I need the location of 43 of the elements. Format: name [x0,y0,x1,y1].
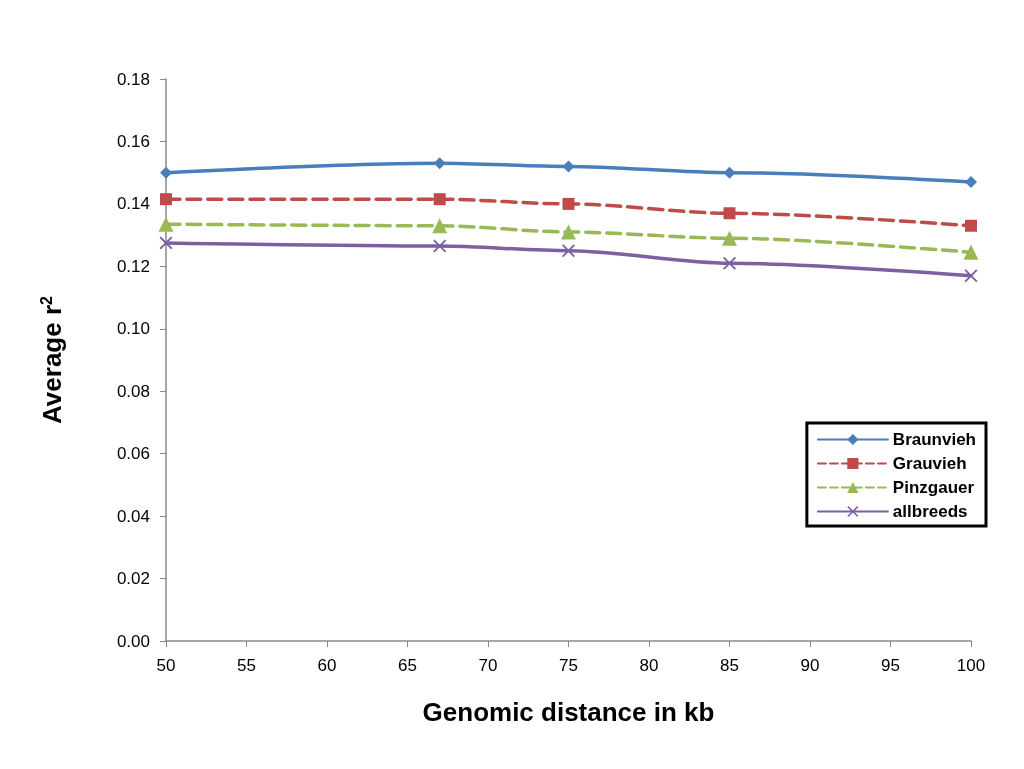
y-tick-label: 0.06 [116,444,150,464]
x-axis-title: Genomic distance in kb [422,697,715,727]
x-tick-label: 80 [639,656,659,675]
point [562,197,575,210]
y-tick-label: 0.14 [116,194,150,214]
y-tick-label: 0.12 [116,256,150,276]
y-tick-label: 0.18 [116,69,150,89]
x-tick-label: 55 [237,656,256,675]
y-axis-title: Average r2 [37,295,67,424]
x-tick-label: 85 [720,656,739,675]
point [159,236,173,250]
point [433,239,447,253]
point [722,230,737,246]
legend-label: Braunvieh [892,430,977,449]
y-tick-label: 0.08 [116,381,150,401]
y-tick-label: 0.00 [116,631,150,651]
y-tick-label: 0.10 [116,319,150,339]
point [965,219,977,232]
point [965,176,977,189]
legend-label: Grauvieh [892,454,967,473]
x-tick-label: 65 [398,656,417,675]
point [723,256,736,270]
point [432,218,448,234]
x-tick-label: 95 [881,656,900,675]
point [723,207,736,220]
x-tick-label: 70 [478,656,498,675]
y-tick-label: 0.02 [116,569,150,589]
point [433,193,446,206]
point [963,244,979,260]
point [561,224,576,240]
x-tick-label: 75 [559,656,578,675]
x-tick-label: 100 [956,656,986,675]
point [562,244,575,258]
x-tick-label: 90 [800,656,820,675]
point [158,216,174,232]
point [160,193,172,206]
y-tick-label: 0.04 [116,506,150,526]
legend-label: Pinzgauer [892,478,975,497]
x-tick-label: 60 [317,656,337,675]
y-tick-label: 0.16 [116,131,150,151]
legend-label: allbreeds [892,502,968,521]
x-tick-label: 50 [156,656,176,675]
point [160,166,172,179]
